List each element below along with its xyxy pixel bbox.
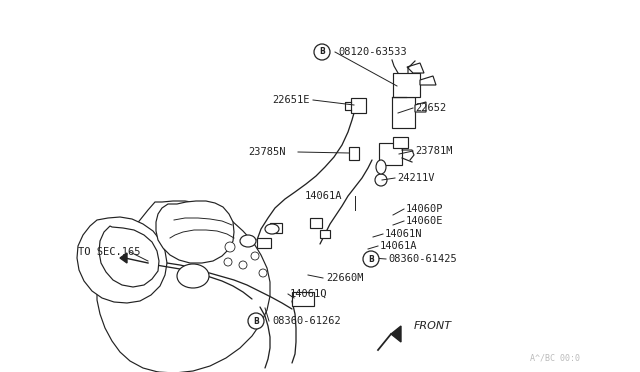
Circle shape bbox=[248, 313, 264, 329]
Text: B: B bbox=[368, 254, 374, 263]
Text: 14061N: 14061N bbox=[385, 229, 422, 239]
Circle shape bbox=[225, 242, 235, 252]
Bar bbox=[270, 223, 282, 233]
Text: 22652: 22652 bbox=[415, 103, 446, 113]
Bar bbox=[320, 230, 330, 238]
Polygon shape bbox=[393, 73, 420, 97]
Text: 08360-61262: 08360-61262 bbox=[272, 316, 340, 326]
Text: 22651E: 22651E bbox=[272, 95, 310, 105]
Ellipse shape bbox=[240, 235, 256, 247]
Polygon shape bbox=[99, 226, 159, 287]
Polygon shape bbox=[97, 201, 270, 372]
Text: 14061Q: 14061Q bbox=[290, 289, 328, 299]
Circle shape bbox=[239, 261, 247, 269]
Polygon shape bbox=[156, 201, 234, 263]
Polygon shape bbox=[379, 143, 402, 165]
Text: 22660M: 22660M bbox=[326, 273, 364, 283]
Circle shape bbox=[259, 269, 267, 277]
Bar bbox=[257, 238, 271, 248]
Text: 14060E: 14060E bbox=[406, 216, 444, 226]
Polygon shape bbox=[351, 98, 366, 113]
Polygon shape bbox=[393, 137, 408, 148]
Text: 24211V: 24211V bbox=[397, 173, 435, 183]
Polygon shape bbox=[349, 147, 359, 160]
Circle shape bbox=[224, 258, 232, 266]
Polygon shape bbox=[120, 253, 127, 263]
Text: 23781M: 23781M bbox=[415, 146, 452, 156]
Bar bbox=[310, 218, 322, 228]
Polygon shape bbox=[420, 76, 436, 85]
Polygon shape bbox=[77, 217, 167, 303]
Text: A^/BC 00:0: A^/BC 00:0 bbox=[530, 353, 580, 362]
Text: TO SEC.165: TO SEC.165 bbox=[78, 247, 141, 257]
Text: 14060P: 14060P bbox=[406, 204, 444, 214]
Ellipse shape bbox=[376, 160, 386, 174]
Bar bbox=[292, 292, 314, 306]
Text: 14061A: 14061A bbox=[305, 191, 342, 201]
Text: B: B bbox=[253, 317, 259, 326]
Text: 08360-61425: 08360-61425 bbox=[388, 254, 457, 264]
Circle shape bbox=[363, 251, 379, 267]
Text: 14061A: 14061A bbox=[380, 241, 417, 251]
Text: FRONT: FRONT bbox=[414, 321, 452, 331]
Ellipse shape bbox=[265, 224, 279, 234]
Ellipse shape bbox=[177, 264, 209, 288]
Text: B: B bbox=[319, 48, 325, 57]
Polygon shape bbox=[392, 97, 415, 128]
Text: 23785N: 23785N bbox=[248, 147, 285, 157]
Circle shape bbox=[375, 174, 387, 186]
Text: 08120-63533: 08120-63533 bbox=[338, 47, 407, 57]
Polygon shape bbox=[415, 102, 426, 112]
Circle shape bbox=[314, 44, 330, 60]
Polygon shape bbox=[391, 326, 401, 342]
Circle shape bbox=[251, 252, 259, 260]
Polygon shape bbox=[407, 63, 424, 73]
